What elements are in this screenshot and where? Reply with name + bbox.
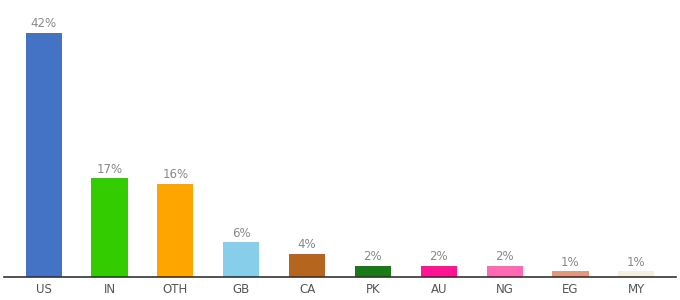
Bar [289,254,325,277]
Text: 2%: 2% [495,250,514,263]
Bar [91,178,128,277]
Text: 4%: 4% [298,238,316,251]
Text: 2%: 2% [364,250,382,263]
Text: 2%: 2% [430,250,448,263]
Text: 17%: 17% [97,163,122,176]
Bar [26,33,62,277]
Bar [486,266,523,277]
Bar [421,266,457,277]
Bar [618,272,654,277]
Bar [552,272,589,277]
Text: 42%: 42% [31,17,56,30]
Bar [157,184,194,277]
Text: 6%: 6% [232,226,250,239]
Text: 16%: 16% [163,168,188,182]
Text: 1%: 1% [561,256,580,268]
Bar [223,242,259,277]
Text: 1%: 1% [627,256,645,268]
Bar [355,266,391,277]
